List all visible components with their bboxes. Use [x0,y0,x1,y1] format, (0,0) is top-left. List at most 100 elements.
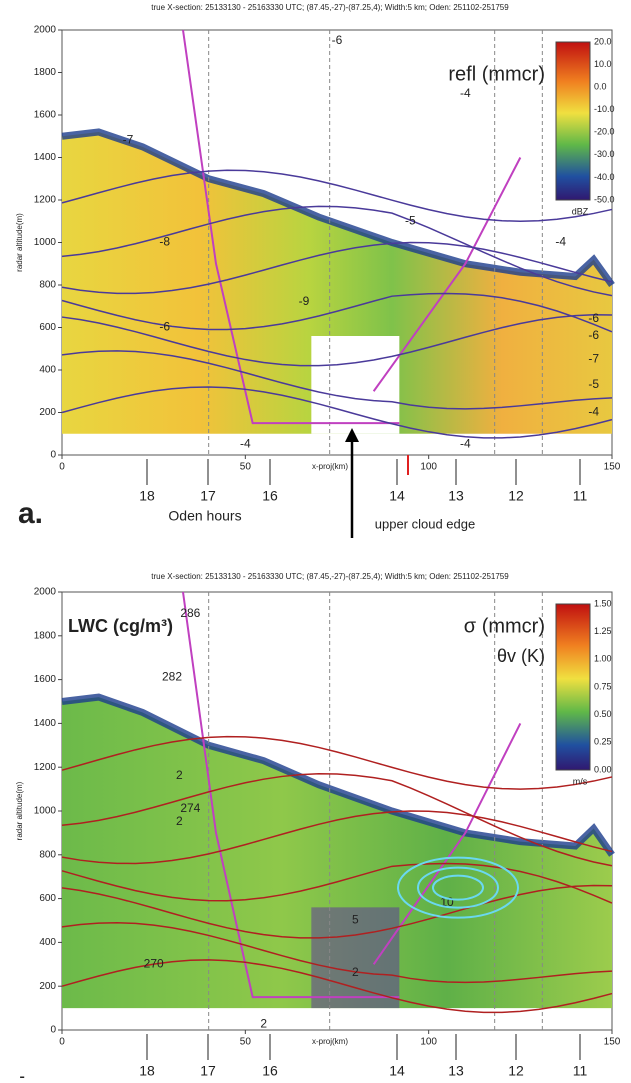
y-tick-label: 1000 [34,237,57,248]
contour-label: -6 [588,311,599,325]
x-axis-label: x-proj(km) [312,462,348,471]
y-tick-label: 1200 [34,762,57,773]
contour-label: -5 [405,213,416,227]
colorbar-tick-label: 0.75 [594,681,612,691]
clear-gap [311,336,400,434]
y-tick-label: 1800 [34,630,57,641]
hour-label: 11 [573,1063,588,1078]
x-tick-label: 100 [420,1037,437,1048]
contour-line [61,862,613,904]
y-axis-label: radar altitude(m) [15,781,24,840]
colorbar-tick-label: 1.50 [594,598,612,608]
contour-label: -8 [159,235,170,249]
contour-line [61,205,613,297]
legend-text: refl (mmcr) [448,63,545,85]
contour-line [61,314,613,367]
contour-label: -6 [159,320,170,334]
x-tick-label: 0 [59,1037,65,1048]
colorbar-tick-label: 10.0 [594,59,612,69]
contour-label: -7 [123,133,134,147]
x-axis-label: x-proj(km) [312,1037,348,1046]
x-tick-label: 0 [59,462,65,473]
y-tick-label: 0 [50,1025,56,1036]
colorbar-tick-label: 20.0 [594,36,612,46]
ship-track [182,29,400,425]
cloud-field [62,697,612,1009]
contour-label: 2 [176,814,183,828]
hour-label: 13 [448,1063,464,1078]
ship-track [372,722,522,965]
colorbar-tick-label: -20.0 [594,127,615,137]
contour-label: -6 [332,33,343,47]
hour-label: 17 [200,488,216,504]
y-tick-label: 800 [39,280,56,291]
legend-text: LWC (cg/m³) [68,616,173,636]
y-tick-label: 1400 [34,152,57,163]
contour-line [61,241,613,295]
lwc-contour [432,874,484,901]
hours-label: Oden hours [168,508,241,524]
panel-title: true X-section: 25133130 - 25163330 UTC;… [151,3,509,12]
y-tick-label: 400 [39,365,56,376]
contour-line [61,884,613,939]
contour-label: 286 [180,606,200,620]
colorbar-tick-label: -50.0 [594,194,615,204]
y-tick-label: 400 [39,937,56,948]
x-tick-label: 50 [240,462,252,473]
contour-label: 2 [260,1017,267,1031]
hour-label: 14 [389,1063,405,1078]
contour-label: 270 [144,956,164,970]
contour-line [61,921,613,984]
y-tick-label: 1600 [34,110,57,121]
contour-label: 2 [176,768,183,782]
x-tick-label: 100 [420,462,437,473]
hour-label: 16 [262,488,278,504]
y-tick-label: 800 [39,849,56,860]
colorbar-tick-label: 1.25 [594,626,612,636]
hour-label: 12 [508,488,524,504]
ship-track [182,591,400,999]
x-tick-label: 50 [240,1037,252,1048]
arrow-head [345,428,359,442]
hour-label: 12 [508,1063,524,1078]
hour-label: 18 [139,1063,155,1078]
hour-label: 13 [448,488,464,504]
colorbar [555,603,591,771]
panel-label: a. [18,497,43,530]
x-tick-label: 150 [604,462,621,473]
colorbar [555,41,591,201]
contour-label: -7 [588,352,599,366]
x-tick-label: 150 [604,1037,621,1048]
y-tick-label: 0 [50,450,56,461]
y-tick-label: 200 [39,981,56,992]
contour-line [61,773,613,867]
hour-label: 18 [139,488,155,504]
contour-label: -5 [588,377,599,391]
panel-label: b. [18,1072,45,1078]
y-tick-label: 1800 [34,67,57,78]
contour-line [61,735,613,790]
contour-label: 282 [162,670,182,684]
legend-text: θv (K) [497,646,545,666]
contour-line [61,386,613,439]
contour-line [61,959,613,1014]
clear-gap [311,907,400,1009]
lwc-contour [397,856,519,919]
hour-label: 16 [262,1063,278,1078]
y-tick-label: 1200 [34,195,57,206]
contour-label: -4 [555,235,566,249]
y-tick-label: 600 [39,893,56,904]
colorbar-tick-label: 1.00 [594,654,612,664]
colorbar-tick-label: -40.0 [594,172,615,182]
contour-label: -4 [460,437,471,451]
y-tick-label: 1400 [34,718,57,729]
panel-title: true X-section: 25133130 - 25163330 UTC;… [151,572,509,581]
contour-line [61,810,613,865]
contour-label: 274 [180,801,200,815]
contour-label: 2 [352,965,359,979]
contour-label: -4 [460,86,471,100]
contour-label: -4 [588,405,599,419]
cloud-field [62,132,612,434]
y-tick-label: 200 [39,407,56,418]
hour-label: 17 [200,1063,216,1078]
